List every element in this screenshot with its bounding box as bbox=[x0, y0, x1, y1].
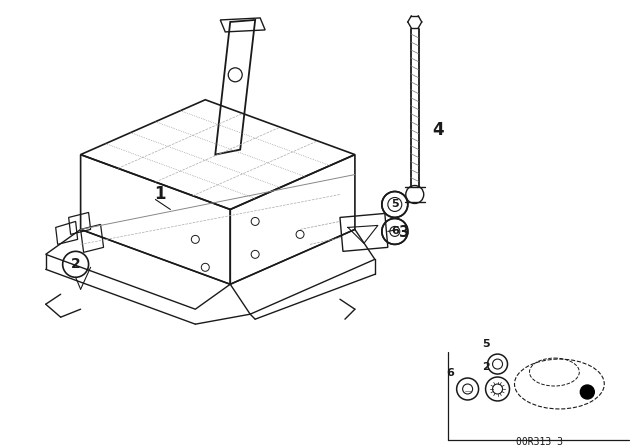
Circle shape bbox=[580, 385, 595, 399]
Text: 2: 2 bbox=[482, 362, 490, 372]
Text: 5: 5 bbox=[482, 339, 490, 349]
Text: 00R313 3: 00R313 3 bbox=[516, 437, 563, 447]
Text: 4: 4 bbox=[432, 121, 444, 139]
Text: 6: 6 bbox=[391, 226, 399, 237]
Text: 1: 1 bbox=[155, 185, 166, 203]
Text: 3: 3 bbox=[399, 225, 410, 240]
Text: 6: 6 bbox=[447, 368, 454, 378]
Text: 5: 5 bbox=[391, 199, 399, 210]
Text: 2: 2 bbox=[71, 257, 81, 271]
